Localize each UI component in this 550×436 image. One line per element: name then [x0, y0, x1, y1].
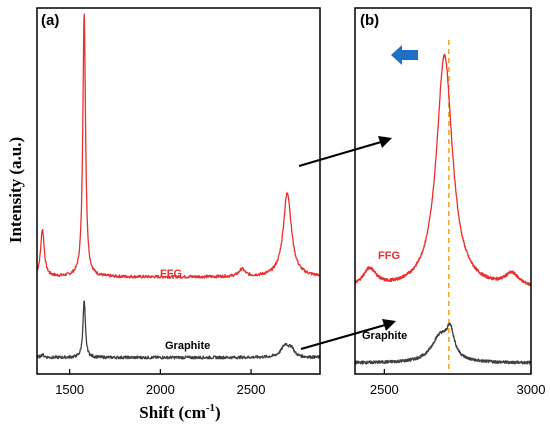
panel-a-series — [36, 13, 321, 360]
y-axis-title: Intensity (a.u.) — [6, 137, 25, 243]
panel-b-x-tick-label: 3000 — [517, 382, 546, 397]
panel-b-series-graphite-line — [354, 322, 532, 365]
x-axis-title: Shift (cm-1) — [139, 402, 220, 422]
panel-b-label: (b) — [360, 12, 379, 29]
connector-arrows — [298, 136, 396, 351]
panel-a-series-ffg-line — [36, 13, 321, 279]
x-axis-title-end: ) — [215, 403, 221, 422]
connector-arrow-ffg-head-icon — [378, 136, 392, 148]
x-axis-title-superscript: -1 — [206, 402, 215, 414]
connector-arrow-ffg — [298, 140, 382, 168]
panel-a-x-ticks: 1500 2000 2500 — [55, 369, 266, 397]
panel-a-ffg-label: FFG — [160, 268, 182, 280]
panel-b-graphite-label: Graphite — [362, 330, 407, 342]
panel-a-label: (a) — [41, 12, 59, 29]
panel-b-frame — [354, 7, 532, 375]
panel-a-x-tick-label: 2500 — [237, 382, 266, 397]
panel-b-series-ffg-line — [354, 53, 532, 287]
panel-b-x-tick-label: 2500 — [370, 382, 399, 397]
panel-a-frame — [36, 7, 321, 375]
panel-b: (b) 2500 3000 FFG Graphite — [354, 7, 546, 397]
panel-b-x-ticks: 2500 3000 — [370, 369, 546, 397]
panel-b-ffg-label: FFG — [378, 250, 400, 262]
panel-a-x-tick-label: 2000 — [146, 382, 175, 397]
panel-a-graphite-label: Graphite — [165, 340, 210, 352]
connector-arrow-graphite-head-icon — [382, 319, 396, 331]
blue-shift-arrow-icon — [391, 45, 418, 65]
panel-b-series — [354, 53, 532, 365]
panel-a-x-tick-label: 1500 — [55, 382, 84, 397]
panel-a: (a) 1500 2000 2500 FFG Graphite — [36, 7, 321, 397]
x-axis-title-main: Shift (cm — [139, 403, 206, 422]
panel-a-series-graphite-line — [36, 300, 321, 360]
connector-arrow-graphite — [300, 323, 386, 351]
